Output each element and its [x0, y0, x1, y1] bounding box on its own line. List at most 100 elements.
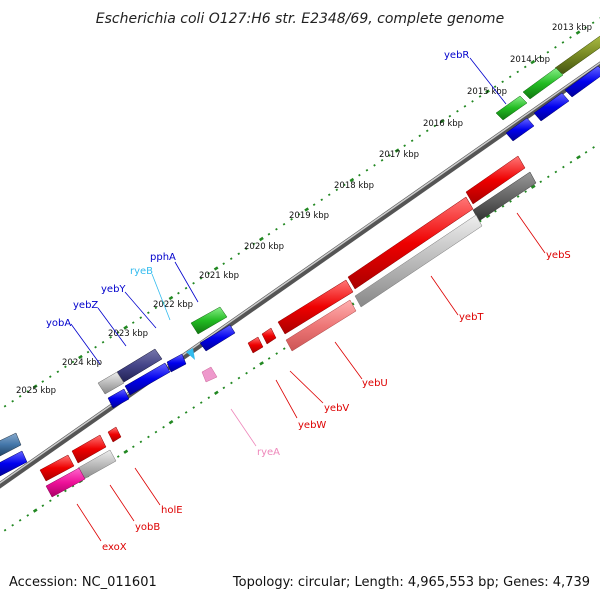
gene-holE-block[interactable]: [107, 426, 122, 443]
scale-dot: [116, 331, 120, 334]
gene-block[interactable]: [564, 65, 600, 98]
gene-block[interactable]: [522, 67, 564, 100]
scale-dot: [154, 430, 158, 434]
gene-block[interactable]: [505, 117, 535, 142]
scale-dot: [554, 46, 557, 49]
scale-dot: [3, 528, 7, 532]
label-yobB[interactable]: yobB: [135, 522, 160, 533]
scale-dot: [388, 154, 391, 157]
label-yebU[interactable]: yebU: [362, 378, 388, 389]
scale-dot: [26, 514, 30, 517]
tick-label: 2021 kbp: [199, 271, 239, 281]
scale-dot: [154, 306, 158, 310]
tick-label: 2022 kbp: [153, 300, 193, 310]
label-yebW[interactable]: yebW: [298, 420, 326, 431]
gene-yobA-block[interactable]: [107, 388, 130, 409]
gene-block[interactable]: [533, 92, 570, 122]
gene-yebS-block[interactable]: [465, 155, 526, 205]
scale-dot: [282, 347, 286, 350]
rna-ryeB-block[interactable]: [186, 348, 195, 360]
scale-dot: [516, 195, 520, 198]
label-pphA[interactable]: pphA: [150, 252, 176, 263]
genome-summary: Topology: circular; Length: 4,965,553 bp…: [232, 575, 590, 590]
label-yebT[interactable]: yebT: [459, 312, 484, 323]
scale-dot: [78, 354, 83, 360]
gene-block[interactable]: [45, 467, 86, 498]
gene-block[interactable]: [0, 432, 22, 457]
scale-dot: [425, 129, 429, 133]
scale-dot: [275, 227, 278, 231]
gene-yebZ-block[interactable]: [97, 371, 125, 395]
label-yobA[interactable]: yobA: [46, 318, 71, 329]
gene-block[interactable]: [354, 214, 483, 308]
scale-dot: [71, 484, 75, 488]
label-yebY[interactable]: yebY: [101, 284, 126, 295]
scale-dot: [222, 262, 226, 265]
label-yebV[interactable]: yebV: [324, 403, 349, 414]
gene-yebY-block[interactable]: [116, 348, 163, 383]
gene-block[interactable]: [285, 299, 357, 352]
accession-label: Accession: NC_011601: [9, 575, 157, 590]
gene-block[interactable]: [0, 450, 28, 477]
forward-strand-features: [0, 35, 600, 477]
gene-block[interactable]: [199, 324, 236, 352]
gene-pphA-block[interactable]: [190, 306, 228, 335]
scale-dot: [523, 65, 527, 69]
scale-dot: [86, 350, 90, 354]
scale-dot: [168, 295, 174, 301]
scale-dot: [433, 124, 437, 128]
label-holE[interactable]: holE: [161, 505, 183, 516]
rna-ryeA-block[interactable]: [201, 366, 218, 383]
gene-block[interactable]: [166, 353, 187, 373]
gene-block[interactable]: [495, 95, 528, 121]
scale-dot: [463, 105, 467, 108]
label-ryeB[interactable]: ryeB: [130, 266, 153, 277]
label-ryeA[interactable]: ryeA: [257, 447, 280, 458]
tick-label: 2015 kbp: [467, 87, 507, 97]
label-exoX[interactable]: exoX: [102, 542, 127, 553]
scale-dot: [32, 508, 38, 513]
scale-dot: [184, 411, 188, 414]
label-yebZ[interactable]: yebZ: [73, 300, 98, 311]
gene-yebW-block[interactable]: [247, 336, 264, 354]
scale-dot: [41, 504, 45, 507]
tick-label: 2019 kbp: [289, 211, 329, 221]
scale-dot: [569, 160, 573, 164]
label-yebR[interactable]: yebR: [444, 50, 469, 61]
scale-dot: [41, 380, 45, 383]
scale-dot: [267, 232, 271, 236]
scale-dot: [584, 26, 587, 29]
gene-block[interactable]: [124, 362, 171, 396]
reverse-strand-features: [39, 155, 537, 498]
scale-dot: [539, 180, 543, 184]
gene-yebU-block[interactable]: [277, 279, 354, 335]
scale-dot: [123, 449, 129, 454]
tick-label: 2024 kbp: [62, 358, 102, 368]
gene-yebT-block[interactable]: [347, 196, 474, 290]
scale-dot: [592, 146, 595, 149]
scale-dot: [11, 523, 14, 527]
scale-dot: [132, 445, 135, 449]
gene-exoX-block[interactable]: [39, 454, 75, 482]
scale-dot: [569, 36, 572, 39]
scale-dot: [349, 177, 355, 183]
label-yebS[interactable]: yebS: [546, 250, 571, 261]
tick-label: 2020 kbp: [244, 242, 284, 252]
scale-dot: [213, 390, 219, 395]
scale-dot: [479, 219, 482, 223]
scale-dot: [304, 207, 310, 212]
scale-dot: [64, 489, 67, 493]
scale-dot: [509, 200, 512, 203]
scale-dot: [290, 218, 293, 221]
gene-yobB-block[interactable]: [71, 434, 107, 464]
scale-dot: [71, 360, 75, 364]
scale-dot: [56, 494, 60, 498]
scale-dot: [199, 401, 203, 404]
scale-dot: [18, 519, 22, 522]
scale-dot: [358, 173, 361, 177]
scale-dot: [245, 371, 248, 375]
scale-dot: [410, 139, 414, 143]
gene-yebV-block[interactable]: [261, 327, 277, 345]
